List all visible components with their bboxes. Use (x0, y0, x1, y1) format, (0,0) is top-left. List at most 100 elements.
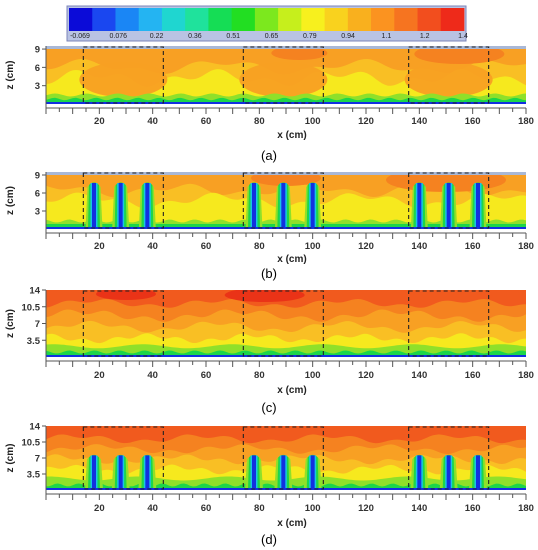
colorbar-tick-label: 0.076 (110, 33, 128, 40)
x-tick-label: 80 (254, 370, 265, 381)
dashed-region (408, 172, 490, 229)
colorbar-swatch (254, 8, 279, 31)
roughness-element (145, 455, 150, 490)
panel-c: 20 40 60 80 100 120 140 160 180 3.5 7 10.5 14 x (cm) z… (5, 286, 534, 416)
contour-field (46, 46, 526, 104)
colorbar-swatch (231, 8, 256, 31)
roughness-element (310, 455, 315, 490)
roughness-element (118, 183, 123, 229)
roughness-element (252, 455, 256, 490)
y-axis-label: z (cm) (5, 61, 16, 90)
colorbar-swatch (324, 8, 349, 31)
x-tick-label: 100 (305, 503, 321, 514)
colorbar-swatch (115, 8, 140, 31)
roughness-element (92, 455, 96, 490)
y-tick-label: 14 (29, 286, 40, 297)
colorbar-swatch (417, 8, 442, 31)
x-tick-label: 20 (94, 116, 105, 127)
x-tick-label: 140 (411, 370, 427, 381)
x-tick-label: 180 (518, 241, 534, 252)
panel-d: 20 40 60 80 100 120 140 160 180 3.5 7 10.5 14 x (cm) z… (5, 422, 534, 548)
x-tick-label: 120 (358, 370, 374, 381)
x-tick-label: 180 (518, 116, 534, 127)
dashed-region (82, 290, 164, 357)
colorbar-tick-label: 1.1 (382, 33, 392, 40)
y-tick-label: 3.5 (27, 336, 41, 347)
bed (46, 102, 526, 104)
colorbar-tick-label: 0.79 (303, 33, 317, 40)
dashed-region (82, 426, 164, 490)
y-tick-label: 3.5 (27, 470, 41, 481)
contour-patch (239, 62, 328, 98)
x-tick-label: 180 (518, 370, 534, 381)
contour-patch (404, 62, 493, 98)
dashed-region (408, 46, 490, 104)
y-tick-label: 7 (35, 319, 40, 330)
x-tick-label: 20 (94, 503, 105, 514)
x-tick-label: 60 (201, 241, 212, 252)
x-tick-label: 60 (201, 370, 212, 381)
roughness-element (118, 455, 123, 490)
y-tick-label: 6 (35, 189, 40, 200)
colorbar-swatch (347, 8, 372, 31)
colorbar-swatch (208, 8, 233, 31)
x-tick-label: 40 (147, 370, 158, 381)
dashed-region (408, 426, 490, 490)
colorbar-swatch (69, 8, 93, 31)
x-axis-label: x (cm) (277, 518, 306, 529)
colorbar-tick-label: 0.51 (226, 33, 240, 40)
panel-caption: (a) (261, 148, 277, 163)
colorbar: -0.069 0.076 0.22 0.36 0.51 0.65 0.79 0.94 1.1 1.… (66, 5, 468, 42)
contour-field (46, 290, 526, 357)
colorbar-swatch (161, 8, 186, 31)
roughness-element (281, 183, 286, 229)
x-tick-label: 100 (305, 241, 321, 252)
dashed-region (82, 172, 164, 229)
x-tick-label: 120 (358, 503, 374, 514)
x-axis-label: x (cm) (277, 385, 306, 396)
colorbar-tick-label: 0.22 (150, 33, 164, 40)
panel-a: 20 40 60 80 100 120 140 160 180 3 6 9 x (cm) z (cm) (a… (5, 45, 534, 163)
contour-patch (224, 290, 305, 302)
y-axis-label: z (cm) (5, 186, 16, 215)
dashed-region (408, 290, 490, 357)
contour-patch (96, 290, 156, 300)
roughness-element (417, 455, 422, 490)
x-tick-label: 100 (305, 370, 321, 381)
roughness-element (476, 455, 480, 490)
colorbar-swatch (278, 8, 302, 31)
bed (46, 488, 526, 490)
panel-caption: (d) (261, 532, 277, 547)
colorbar-swatch (440, 8, 465, 31)
x-tick-label: 160 (465, 370, 481, 381)
dashed-region (242, 46, 324, 104)
x-tick-label: 40 (147, 503, 158, 514)
colorbar-swatch (371, 8, 395, 31)
x-tick-label: 60 (201, 116, 212, 127)
contour-patch (251, 172, 321, 186)
bed (46, 227, 526, 229)
y-tick-label: 3 (35, 207, 40, 218)
panel-caption: (c) (261, 400, 276, 415)
colorbar-swatch (185, 8, 209, 31)
roughness-element (310, 183, 315, 229)
x-tick-label: 80 (254, 116, 265, 127)
x-tick-label: 180 (518, 503, 534, 514)
x-tick-label: 160 (465, 503, 481, 514)
colorbar-tick-label: -0.069 (70, 33, 90, 40)
roughness-element (417, 183, 422, 229)
contour-patch (414, 46, 505, 64)
colorbar-swatch (92, 8, 116, 31)
x-tick-label: 60 (201, 503, 212, 514)
colorbar-tick-label: 0.65 (265, 33, 279, 40)
x-tick-label: 80 (254, 241, 265, 252)
contour-patch (79, 62, 168, 98)
colorbar-swatch (138, 8, 163, 31)
x-tick-label: 160 (465, 241, 481, 252)
dashed-region (82, 46, 164, 104)
roughness-element (252, 183, 256, 229)
y-tick-label: 7 (35, 454, 40, 465)
x-tick-label: 100 (305, 116, 321, 127)
y-tick-label: 9 (35, 171, 40, 182)
